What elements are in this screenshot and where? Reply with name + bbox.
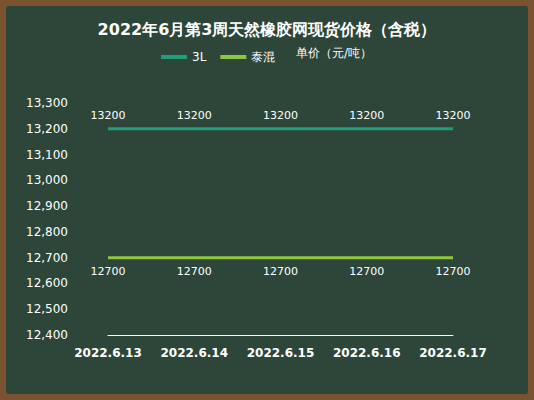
svg-text:2022.6.15: 2022.6.15	[247, 346, 315, 360]
svg-text:12,500: 12,500	[26, 302, 68, 316]
svg-text:13200: 13200	[349, 109, 384, 122]
svg-text:2022.6.16: 2022.6.16	[333, 346, 401, 360]
svg-text:12,700: 12,700	[26, 251, 68, 265]
svg-text:13,000: 13,000	[26, 173, 68, 187]
svg-text:2022.6.14: 2022.6.14	[160, 346, 228, 360]
svg-text:12700: 12700	[436, 265, 471, 278]
svg-text:12700: 12700	[349, 265, 384, 278]
svg-text:13200: 13200	[263, 109, 298, 122]
svg-text:13200: 13200	[436, 109, 471, 122]
svg-text:3L: 3L	[192, 50, 207, 64]
svg-text:13200: 13200	[177, 109, 212, 122]
svg-text:12,400: 12,400	[26, 328, 68, 342]
svg-text:2022.6.13: 2022.6.13	[74, 346, 142, 360]
svg-text:单价（元/吨）: 单价（元/吨）	[296, 46, 372, 60]
svg-text:12700: 12700	[91, 265, 126, 278]
svg-text:13200: 13200	[91, 109, 126, 122]
svg-text:12,900: 12,900	[26, 199, 68, 213]
svg-text:13,100: 13,100	[26, 148, 68, 162]
svg-text:13,300: 13,300	[26, 96, 68, 110]
svg-text:12,800: 12,800	[26, 225, 68, 239]
svg-text:2022.6.17: 2022.6.17	[419, 346, 487, 360]
svg-text:12700: 12700	[177, 265, 212, 278]
svg-text:12700: 12700	[263, 265, 298, 278]
svg-text:2022年6月第3周天然橡胶网现货价格（含税）: 2022年6月第3周天然橡胶网现货价格（含税）	[98, 20, 437, 39]
svg-text:13,200: 13,200	[26, 122, 68, 136]
svg-text:泰混: 泰混	[251, 50, 275, 64]
svg-text:12,600: 12,600	[26, 276, 68, 290]
